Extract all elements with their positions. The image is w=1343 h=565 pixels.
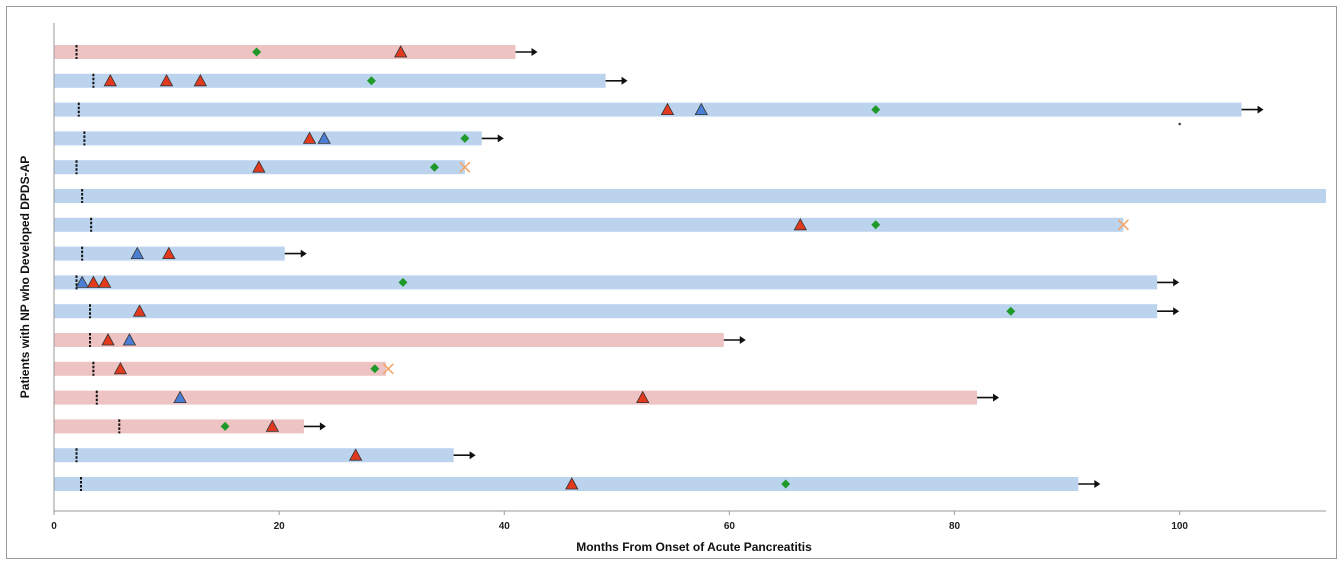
green-diamond-marker [871,105,881,115]
red-triangle-marker [97,275,112,288]
green-diamond-marker [781,479,791,489]
x-axis-title: Months From Onset of Acute Pancreatitis [576,540,812,554]
red-triangle-marker [302,131,317,144]
x-tick-label: 60 [724,521,736,532]
followup-arrow-head [300,249,307,258]
followup-arrow-head [993,393,1000,402]
followup-arrow-head [1173,278,1180,287]
orange-x-marker [382,363,394,375]
x-tick-label: 20 [274,521,286,532]
green-diamond-marker [220,421,230,431]
followup-arrow-head [1257,105,1264,114]
green-diamond-marker [429,162,439,172]
orange-x-marker [459,161,471,173]
patient-bar [54,419,304,434]
followup-arrow-head [469,451,476,460]
patient-bar [54,45,516,59]
red-triangle-marker [113,361,128,375]
event-markers [75,45,1264,491]
red-triangle-marker [252,160,266,173]
red-triangle-marker [132,304,147,317]
x-axis-ticks: 0 20 40 60 80 100 [51,511,1188,532]
patient-bar [54,131,482,146]
patient-bar [54,304,1158,319]
green-diamond-marker [460,133,470,143]
green-diamond-marker [252,47,262,57]
followup-arrow-head [497,134,504,143]
patient-bar [54,217,1124,232]
x-tick-label: 40 [499,521,511,532]
patient-bar [54,189,1326,203]
followup-arrow-head [531,48,538,56]
patient-bar [54,448,454,463]
x-tick-label: 0 [51,521,57,532]
followup-arrow-head [1173,307,1180,316]
patient-bars [54,45,1326,491]
red-triangle-marker [86,275,101,288]
red-triangle-marker [565,477,579,490]
patient-bar [54,102,1242,117]
red-triangle-marker [660,102,675,115]
green-diamond-marker [1006,306,1016,316]
red-triangle-marker [103,73,117,87]
red-triangle-marker [394,45,408,58]
patient-bar [54,275,1158,290]
followup-arrow-head [319,422,326,431]
blue-triangle-marker [173,390,187,403]
patient-bar [54,361,387,376]
patient-bar [54,477,1079,491]
x-tick-label: 80 [949,521,961,532]
patient-bar [54,73,606,88]
green-diamond-marker [398,277,408,287]
red-triangle-marker [162,246,176,259]
blue-triangle-marker [122,333,137,346]
patient-bar [54,333,724,347]
x-tick-label: 100 [1171,521,1188,532]
green-diamond-marker [871,220,881,230]
timeline-chart: 0 20 40 60 80 100 Months From Onset of Acute … [18,23,1326,554]
green-diamond-marker [366,76,376,86]
blue-triangle-marker [130,246,144,259]
red-triangle-marker [793,217,807,231]
red-triangle-marker [636,390,650,403]
red-triangle-marker [193,73,208,87]
orange-x-marker [1117,219,1129,231]
followup-arrow-head [739,336,746,344]
patient-bar [54,390,978,405]
green-diamond-marker [370,364,380,374]
y-axis-title: Patients with NP who Developed DPDS-AP [18,156,32,398]
followup-arrow-head [1094,480,1101,488]
blue-triangle-marker [75,275,89,288]
blue-triangle-marker [317,131,331,144]
stray-point [1178,122,1181,126]
red-triangle-marker [349,448,363,461]
red-triangle-marker [265,419,280,432]
followup-arrow-head [621,76,628,85]
blue-triangle-marker [694,102,708,115]
red-triangle-marker [159,73,174,87]
red-triangle-marker [101,333,115,346]
chart-frame: 0 20 40 60 80 100 Months From Onset of Acute … [6,6,1337,559]
